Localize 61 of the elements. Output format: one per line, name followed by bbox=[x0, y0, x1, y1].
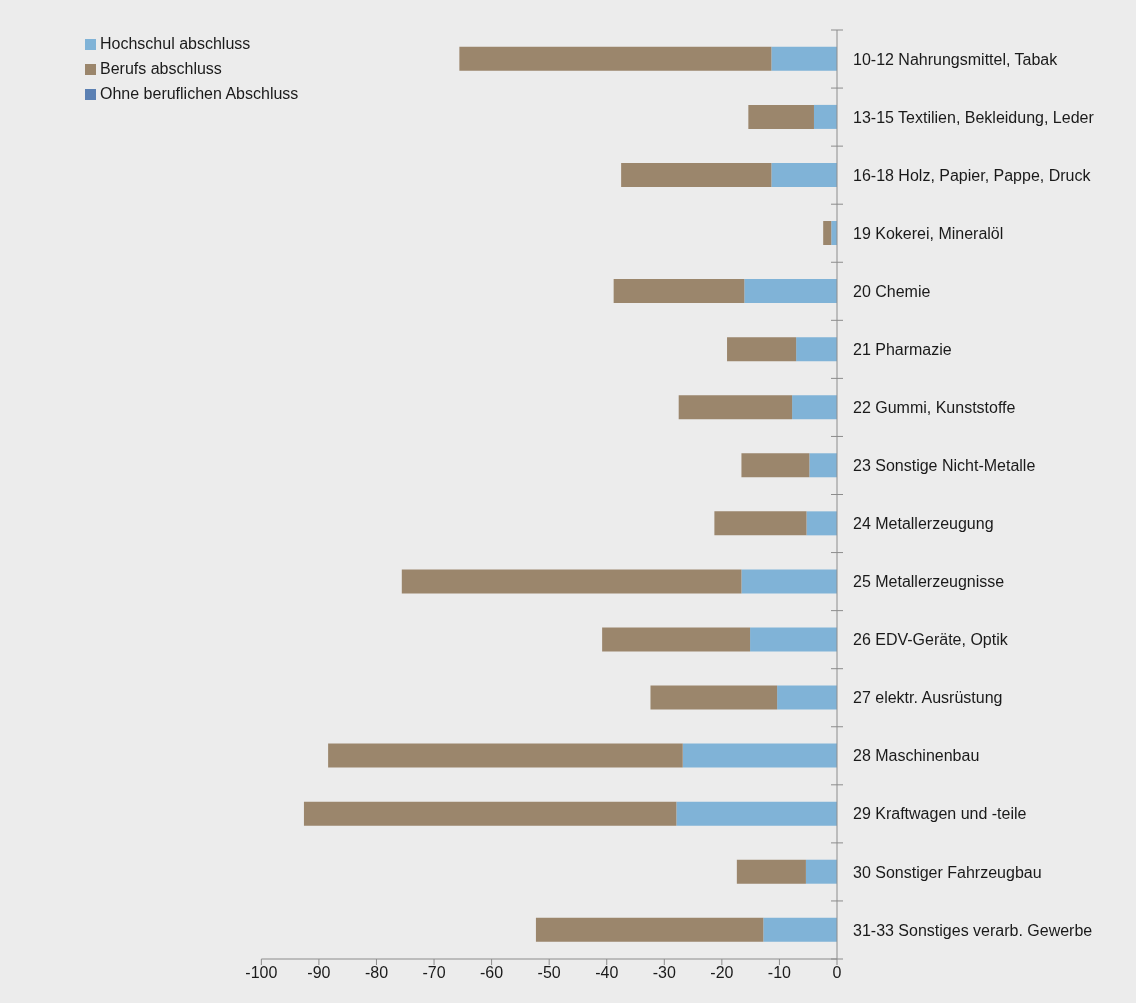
bar bbox=[763, 917, 837, 942]
y-tick-label: 10-12 Nahrungsmittel, Tabak bbox=[853, 50, 1059, 68]
bar bbox=[401, 569, 742, 594]
bar bbox=[741, 453, 810, 478]
x-tick-label: -90 bbox=[307, 964, 331, 982]
bar bbox=[741, 569, 837, 594]
x-tick-label: -20 bbox=[710, 964, 734, 982]
legend-label: Ohne beruflichen Abschluss bbox=[100, 85, 299, 102]
bar bbox=[796, 337, 837, 362]
bar bbox=[806, 511, 837, 536]
bar bbox=[744, 279, 837, 304]
bar bbox=[714, 511, 807, 536]
x-tick-label: -10 bbox=[767, 964, 792, 982]
x-tick-label: 0 bbox=[832, 964, 842, 982]
y-tick-label: 26 EDV-Geräte, Optik bbox=[853, 631, 1009, 649]
legend-label: Berufs abschluss bbox=[100, 60, 222, 77]
bar bbox=[676, 801, 837, 826]
y-tick-label: 13-15 Textilien, Bekleidung, Leder bbox=[853, 108, 1095, 126]
x-tick-label: -80 bbox=[364, 964, 389, 982]
y-tick-label: 21 Pharmazie bbox=[853, 340, 952, 358]
bar bbox=[771, 162, 837, 187]
bar bbox=[805, 859, 837, 884]
x-tick-label: -50 bbox=[537, 964, 561, 982]
bar bbox=[621, 162, 772, 187]
bar bbox=[678, 395, 793, 420]
bar bbox=[727, 337, 797, 362]
y-tick-label: 24 Metallerzeugung bbox=[853, 515, 994, 533]
bar bbox=[809, 453, 837, 478]
y-tick-label: 23 Sonstige Nicht-Metalle bbox=[853, 457, 1036, 475]
bar bbox=[823, 221, 832, 246]
bar bbox=[792, 395, 837, 420]
y-tick-label: 25 Metallerzeugnisse bbox=[853, 573, 1005, 591]
y-tick-label: 19 Kokerei, Mineralöl bbox=[853, 224, 1004, 242]
y-tick-label: 29 Kraftwagen und -teile bbox=[853, 805, 1027, 823]
legend-label: Hochschul abschluss bbox=[100, 35, 251, 52]
bar bbox=[771, 46, 837, 71]
bar bbox=[613, 279, 745, 304]
bar bbox=[682, 743, 837, 768]
y-tick-label: 28 Maschinenbau bbox=[853, 747, 980, 765]
x-tick-label: -100 bbox=[245, 964, 278, 982]
bar bbox=[777, 685, 837, 710]
y-tick-label: 16-18 Holz, Papier, Pappe, Druck bbox=[853, 166, 1092, 184]
y-tick-label: 20 Chemie bbox=[853, 282, 931, 300]
y-tick-label: 31-33 Sonstiges verarb. Gewerbe bbox=[853, 921, 1093, 939]
x-tick-label: -70 bbox=[422, 964, 446, 982]
x-tick-label: -30 bbox=[652, 964, 676, 982]
x-tick-label: -60 bbox=[480, 964, 504, 982]
bar bbox=[328, 743, 683, 768]
y-tick-label: 27 elektr. Ausrüstung bbox=[853, 689, 1003, 707]
bar bbox=[750, 627, 837, 652]
y-tick-label: 22 Gummi, Kunststoffe bbox=[853, 399, 1016, 417]
y-tick-label: 30 Sonstiger Fahrzeugbau bbox=[853, 863, 1042, 881]
bar bbox=[303, 801, 677, 826]
bar bbox=[650, 685, 778, 710]
x-tick-label: -40 bbox=[595, 964, 619, 982]
bar bbox=[736, 859, 806, 884]
bar bbox=[813, 104, 837, 129]
bar bbox=[459, 46, 772, 71]
bar bbox=[535, 917, 764, 942]
bar bbox=[748, 104, 814, 129]
bar bbox=[602, 627, 751, 652]
